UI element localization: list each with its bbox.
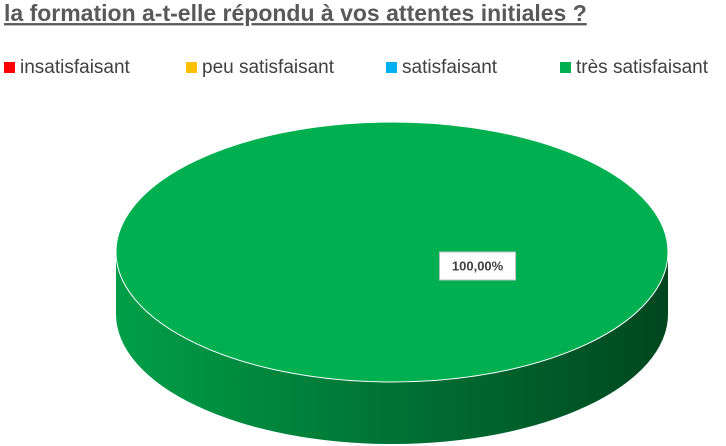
chart-title: la formation a-t-elle répondu à vos atte… (4, 0, 587, 26)
legend-label: satisfaisant (402, 57, 498, 78)
legend-label: très satisfaisant (576, 57, 709, 78)
side-shade (116, 252, 668, 444)
legend-swatch (186, 62, 197, 73)
slice (115, 121, 669, 383)
data-label-box (439, 251, 517, 281)
legend-label: insatisfaisant (20, 57, 131, 78)
legend-swatch (560, 62, 571, 73)
data-label: 100,00% (452, 258, 504, 273)
legend-label: peu satisfaisant (202, 57, 335, 78)
legend-swatch (4, 62, 15, 73)
legend-swatch (386, 62, 397, 73)
